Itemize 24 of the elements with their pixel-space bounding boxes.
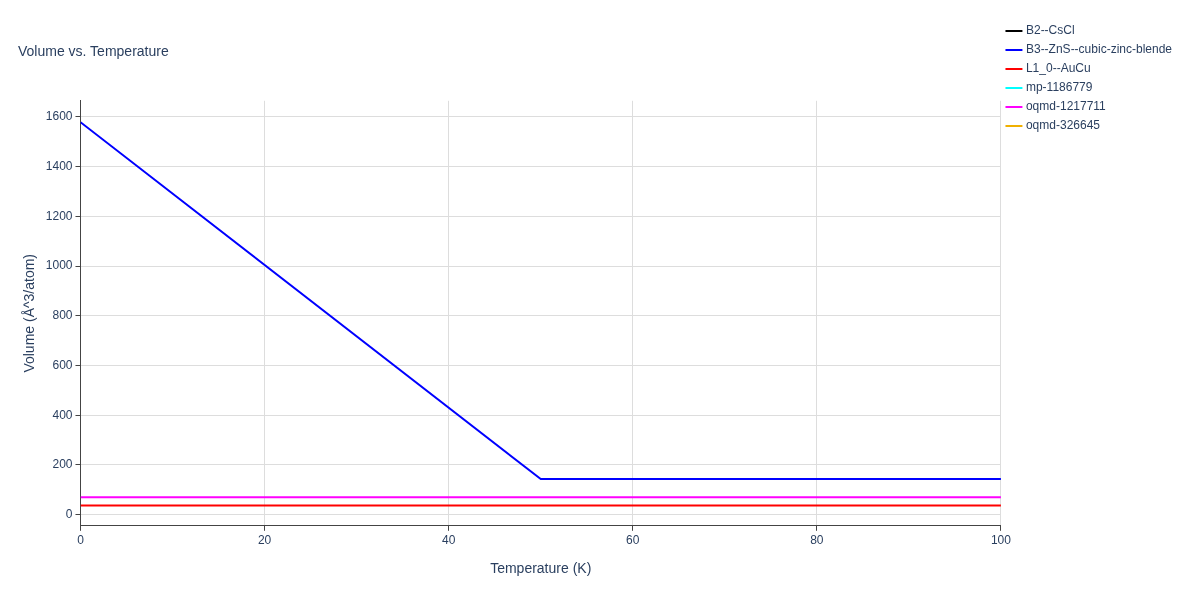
x-axis-title: Temperature (K) — [490, 560, 592, 577]
x-tick-label: 0 — [77, 533, 85, 548]
y-tick-label: 1000 — [45, 258, 73, 273]
legend-label: B3--ZnS--cubic-zinc-blende — [1025, 42, 1173, 57]
x-tick-label: 80 — [810, 533, 824, 548]
x-tick-label: 60 — [626, 533, 640, 548]
x-tick-label: 100 — [990, 533, 1012, 548]
legend-label: oqmd-1217711 — [1025, 99, 1107, 114]
x-tick-label: 20 — [257, 533, 272, 548]
y-tick-label: 800 — [52, 308, 73, 323]
y-tick-label: 400 — [52, 407, 73, 422]
y-tick-label: 200 — [52, 457, 73, 472]
y-tick-label: 1600 — [45, 109, 73, 124]
y-tick-label: 600 — [52, 357, 73, 372]
legend-label: L1_0--AuCu — [1025, 61, 1091, 76]
x-tick-label: 40 — [442, 533, 456, 548]
chart-title: Volume vs. Temperature — [18, 43, 169, 60]
y-tick-label: 0 — [65, 506, 73, 521]
y-axis-title: Volume (Å^3/atom) — [21, 253, 38, 373]
legend-label: B2--CsCl — [1025, 23, 1075, 38]
legend-label: mp-1186779 — [1025, 80, 1093, 95]
y-tick-label: 1200 — [45, 208, 73, 223]
legend-label: oqmd-326645 — [1025, 118, 1101, 133]
y-tick-label: 1400 — [45, 158, 73, 173]
